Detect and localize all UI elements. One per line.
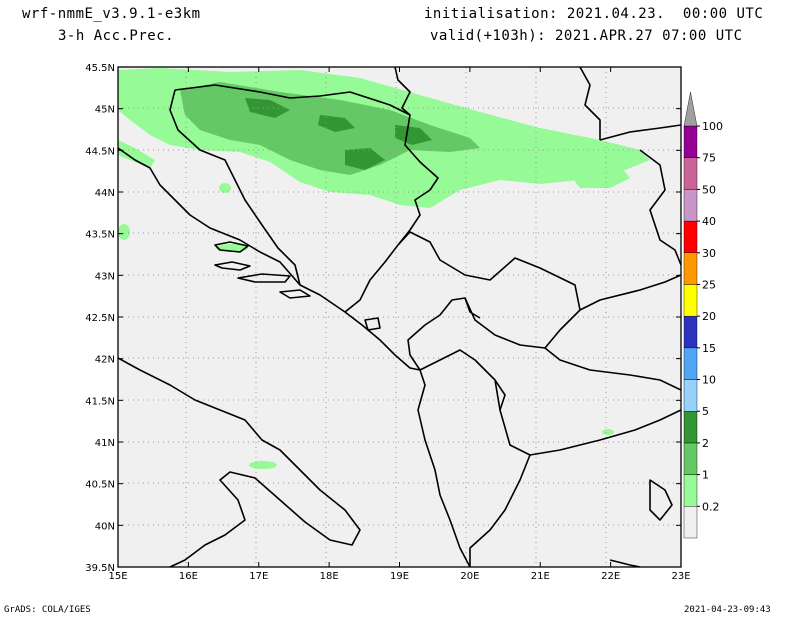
model-title: wrf-nmmE_v3.9.1-e3km [22,6,201,22]
lon-label: 22E [601,571,620,582]
lon-label: 16E [179,571,198,582]
legend-level-label: 100 [702,120,723,133]
map-grid [118,67,681,567]
lon-label: 23E [671,571,690,582]
legend-swatch [683,474,698,507]
lon-label: 17E [249,571,268,582]
lon-label: 18E [320,571,339,582]
legend-swatch [683,125,698,158]
footer-right: 2021-04-23-09:43 [684,605,771,615]
legend-swatch [683,506,698,539]
legend-level-label: 30 [702,247,716,260]
lat-label: 45.5N [85,63,115,74]
lon-label: 19E [390,571,409,582]
legend-swatch [683,379,698,412]
lat-label: 43N [95,271,115,282]
lat-label: 39.5N [85,563,115,574]
legend-level-label: 40 [702,215,716,228]
legend-level-label: 10 [702,374,716,387]
legend-swatch [683,347,698,380]
legend-swatch [683,220,698,253]
legend-arrow [683,91,698,127]
lon-labels: 15E 16E 17E 18E 19E 20E 21E 22E 23E [108,571,690,582]
lon-label: 20E [460,571,479,582]
lat-label: 41N [95,438,115,449]
legend-swatch [683,157,698,190]
legend-swatch [683,315,698,349]
lat-label: 44N [95,188,115,199]
axis-ticks [117,66,682,568]
lat-labels: 45.5N 45N 44.5N 44N 43.5N 43N 42.5N 42N 41.5N 41N… [85,63,115,574]
legend-swatch [683,442,698,475]
footer-left: GrADS: COLA/IGES [4,605,91,615]
legend-swatch [683,284,698,317]
lat-label: 40.5N [85,480,115,491]
field-title: 3-h Acc.Prec. [58,28,175,44]
legend-swatch [683,189,698,222]
legend-swatch [683,252,698,285]
lat-label: 42N [95,355,115,366]
legend-colorbar [683,91,700,539]
legend-level-label: 0.2 [702,500,720,513]
lon-label: 15E [108,571,127,582]
precip-field [118,68,650,469]
lat-label: 40N [95,521,115,532]
lat-label: 44.5N [85,146,115,157]
lat-label: 42.5N [85,313,115,324]
legend-level-label: 5 [702,405,709,418]
legend-level-label: 75 [702,152,716,165]
lon-label: 21E [531,571,550,582]
legend-level-label: 2 [702,437,709,450]
legend-level-label: 1 [702,469,709,482]
legend-level-label: 15 [702,342,716,355]
lat-label: 41.5N [85,396,115,407]
legend-level-label: 20 [702,310,716,323]
legend-swatch [683,411,698,444]
legend-level-label: 25 [702,278,716,291]
init-time: initialisation: 2021.04.23. 00:00 UTC [424,6,764,22]
coastlines-borders [118,67,681,567]
valid-time: valid(+103h): 2021.APR.27 07:00 UTC [430,28,743,44]
lat-label: 43.5N [85,230,115,241]
lat-label: 45N [95,105,115,116]
legend-level-label: 50 [702,183,716,196]
